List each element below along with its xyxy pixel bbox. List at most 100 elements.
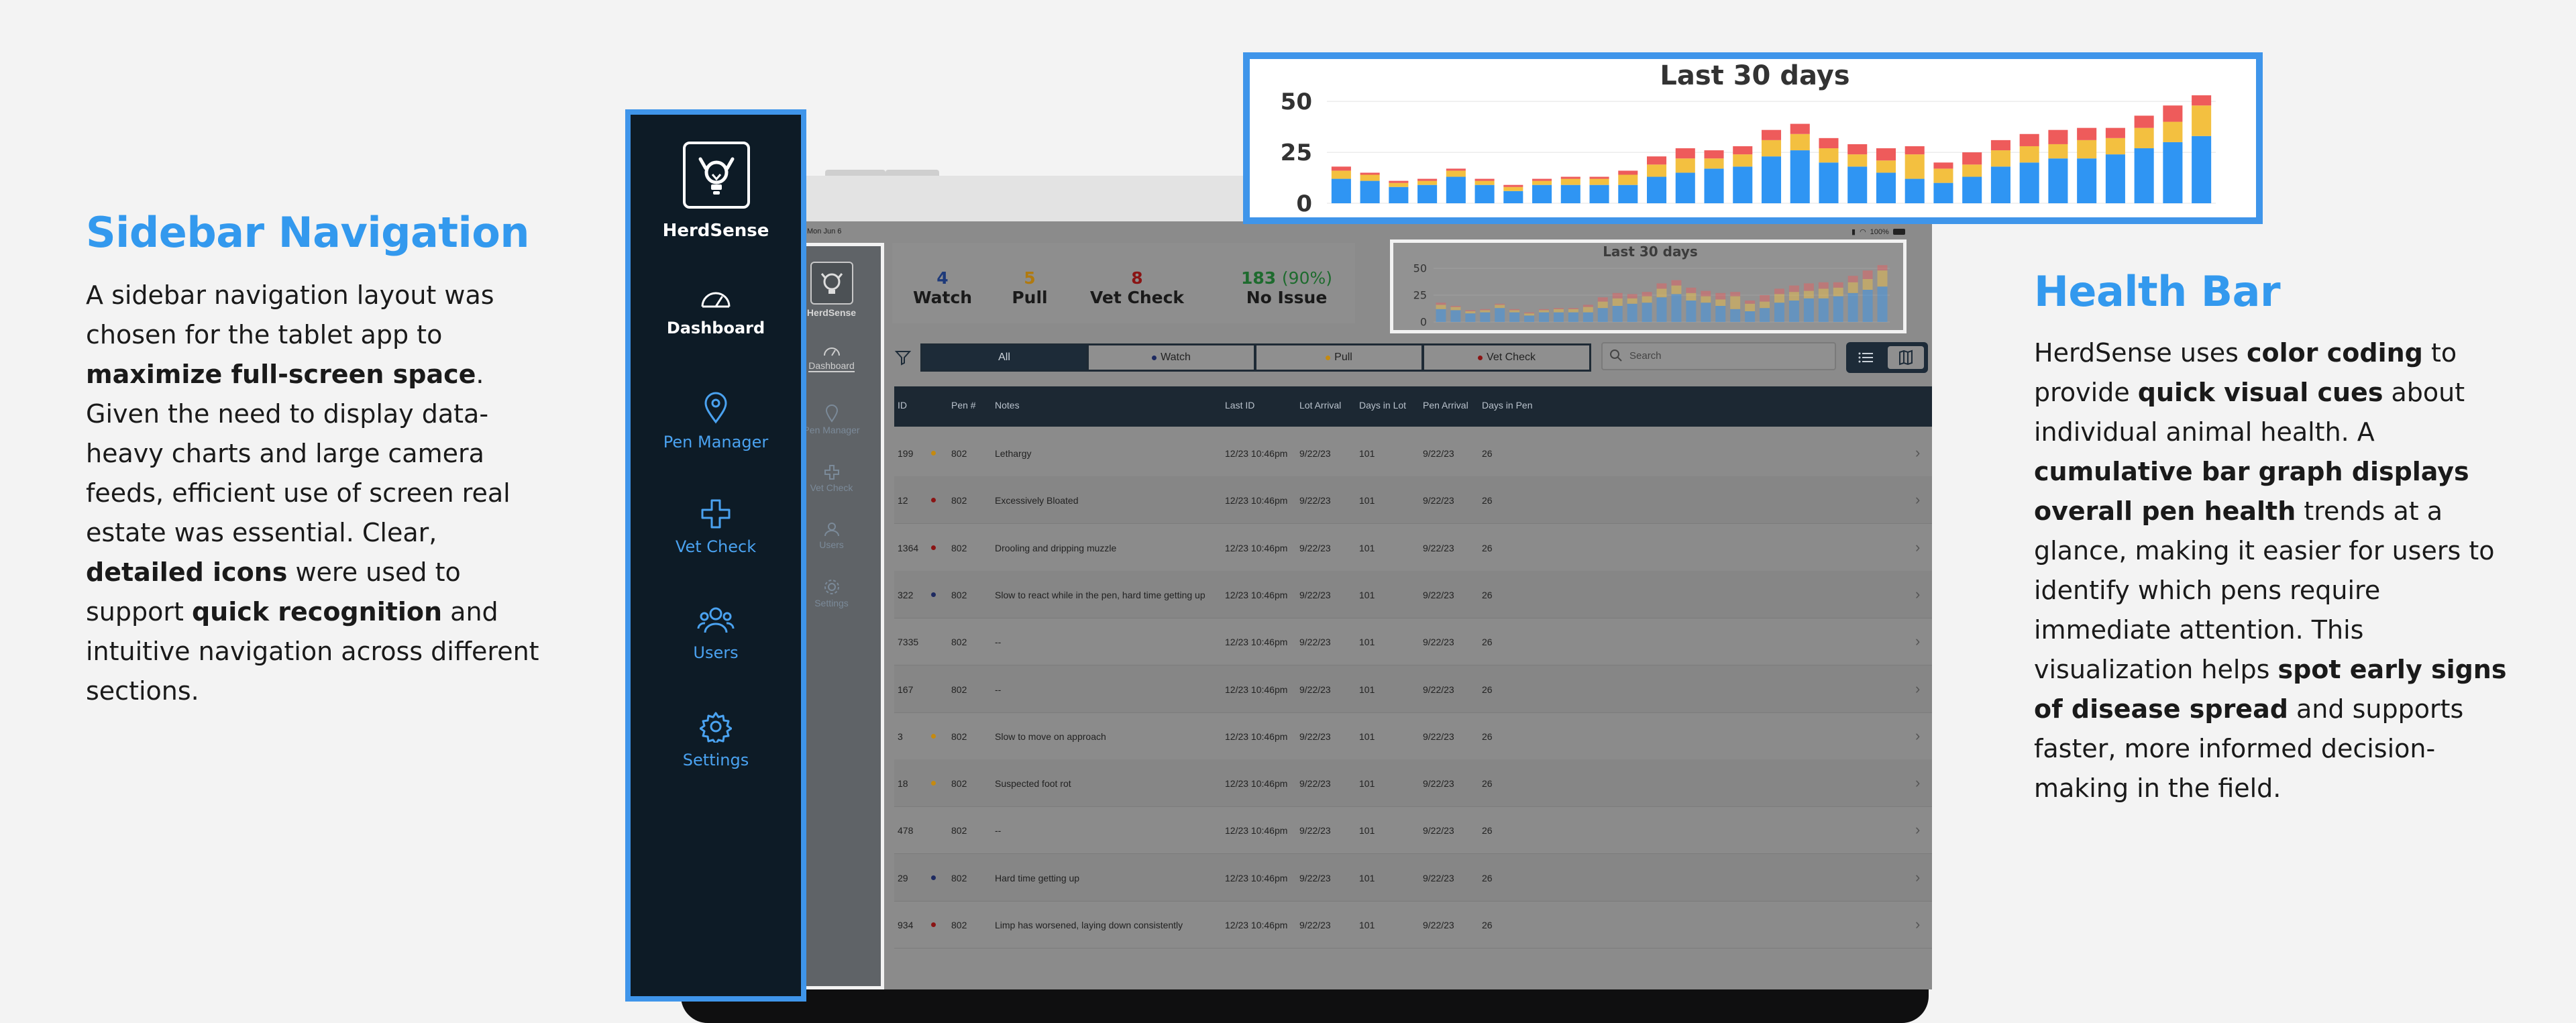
mini-nav-vet-check[interactable]: Vet Check <box>793 464 870 493</box>
column-header[interactable]: Days in Lot <box>1359 400 1407 411</box>
mini-nav-dashboard[interactable]: Dashboard <box>793 343 870 372</box>
table-row[interactable]: 167 802 -- 12/23 10:46pm 9/22/23 101 9/22/23 26… <box>894 665 1932 713</box>
table-row[interactable]: 7335 802 -- 12/23 10:46pm 9/22/23 101 9/22/23 2… <box>894 618 1932 666</box>
bar-segment <box>1524 315 1535 322</box>
bar-segment <box>1495 305 1505 309</box>
chevron-right-icon[interactable]: › <box>1915 726 1921 744</box>
battery-icon <box>1892 229 1905 235</box>
bar-segment <box>2163 121 2183 142</box>
sidebar-item-pen-manager[interactable]: Pen Manager <box>631 391 801 451</box>
sidebar-item-users[interactable]: Users <box>631 604 801 662</box>
tab-all[interactable]: All <box>920 343 1088 372</box>
bar-segment <box>1704 168 1724 203</box>
sidebar-item-dashboard[interactable]: Dashboard <box>631 286 801 337</box>
table-row[interactable]: 3 802 Slow to move on approach 12/23 10:46p… <box>894 712 1932 760</box>
users-icon <box>697 607 735 633</box>
table-row[interactable]: 322 802 Slow to react while in the pen, ha… <box>894 570 1932 618</box>
chevron-right-icon[interactable]: › <box>1915 538 1921 555</box>
sidebar-item-settings[interactable]: Settings <box>631 710 801 769</box>
filter-icon[interactable] <box>894 349 912 370</box>
tab-vet-check[interactable]: Vet Check <box>1422 343 1591 372</box>
table-row[interactable]: 29 802 Hard time getting up 12/23 10:46pm 9/… <box>894 853 1932 902</box>
chevron-right-icon[interactable]: › <box>1915 444 1921 461</box>
stat-no-issue[interactable]: 183 (90%) No Issue <box>1220 268 1354 307</box>
funnel-icon <box>894 351 912 366</box>
bar-segment <box>1733 146 1753 155</box>
search-input[interactable]: Search <box>1601 342 1836 370</box>
y-tick-label: 50 <box>1413 262 1427 275</box>
bar-segment <box>1436 309 1446 322</box>
column-header[interactable]: Last ID <box>1225 400 1255 411</box>
bar-segment <box>1818 288 1829 299</box>
bar-segment <box>1686 301 1697 322</box>
chevron-right-icon[interactable]: › <box>1915 585 1921 602</box>
bar-segment <box>1847 292 1858 322</box>
mini-nav-users[interactable]: Users <box>793 521 870 550</box>
table-cell-last-id: 12/23 10:46pm <box>1225 448 1288 459</box>
table-cell-days-lot: 101 <box>1359 495 1375 506</box>
map-view-button[interactable] <box>1888 346 1924 369</box>
chevron-right-icon[interactable]: › <box>1915 821 1921 839</box>
bar-segment <box>2192 105 2212 136</box>
list-view-button[interactable] <box>1850 346 1884 369</box>
column-header[interactable]: Days in Pen <box>1482 400 1533 411</box>
chevron-right-icon[interactable]: › <box>1915 491 1921 508</box>
stat-watch[interactable]: 4 Watch <box>906 268 979 307</box>
status-dot <box>931 781 936 786</box>
table-cell-days-lot: 101 <box>1359 731 1375 742</box>
bar-segment <box>1774 303 1784 322</box>
tab-watch[interactable]: Watch <box>1087 343 1256 372</box>
bar-segment <box>1990 140 2010 151</box>
sidebar-item-vet-check[interactable]: Vet Check <box>631 498 801 556</box>
column-header[interactable]: Lot Arrival <box>1299 400 1342 411</box>
column-header[interactable]: ID <box>898 400 907 411</box>
table-cell-notes: Lethargy <box>995 448 1032 459</box>
bar-segment <box>1503 184 1523 187</box>
table-row[interactable]: 934 802 Limp has worsened, laying down con… <box>894 901 1932 949</box>
sidebar-navigation-zoom: HerdSense Dashboard Pen Manager Vet Chec… <box>625 109 806 1002</box>
bar-segment <box>2192 95 2212 106</box>
bar-segment <box>1560 184 1580 203</box>
bar-segment <box>1847 276 1858 282</box>
emphasis-text: detailed icons <box>86 557 288 587</box>
bar-segment <box>1618 174 1638 185</box>
mini-logo[interactable] <box>810 262 853 305</box>
table-row[interactable]: 199 802 Lethargy 12/23 10:46pm 9/22/23 101 9/2… <box>894 429 1932 477</box>
column-header[interactable]: Pen # <box>951 400 976 411</box>
app-logo[interactable] <box>683 142 750 209</box>
bar-segment <box>1331 178 1351 203</box>
chevron-right-icon[interactable]: › <box>1915 916 1921 932</box>
bar-segment <box>1990 150 2010 167</box>
chevron-right-icon[interactable]: › <box>1915 774 1921 792</box>
table-cell-pen-arrival: 9/22/23 <box>1423 920 1454 930</box>
bar-segment <box>1539 309 1549 311</box>
health-bar-mini[interactable]: Last 30 days 0 25 50 <box>1390 239 1907 333</box>
y-tick-label: 25 <box>1413 289 1427 302</box>
status-dot <box>931 592 936 597</box>
chevron-right-icon[interactable]: › <box>1915 868 1921 885</box>
bar-segment <box>1568 308 1578 309</box>
bar-segment <box>1745 311 1756 322</box>
table-row[interactable]: 1364 802 Drooling and dripping muzzle 12/23… <box>894 524 1932 572</box>
mini-nav-pen-manager[interactable]: Pen Manager <box>793 404 870 435</box>
table-cell-pen-arrival: 9/22/23 <box>1423 825 1454 837</box>
table-row[interactable]: 478 802 -- 12/23 10:46pm 9/22/23 101 9/22/23 26… <box>894 806 1932 855</box>
bar-segment <box>2163 142 2183 203</box>
mini-nav-settings[interactable]: Settings <box>793 578 870 608</box>
bar-segment <box>2163 105 2183 122</box>
chevron-right-icon[interactable]: › <box>1915 680 1921 697</box>
table-row[interactable]: 18 802 Suspected foot rot 12/23 10:46pm 9/22… <box>894 759 1932 808</box>
stat-pull[interactable]: 5 Pull <box>1000 268 1060 307</box>
column-header[interactable]: Pen Arrival <box>1423 400 1468 411</box>
bar-segment <box>1360 180 1380 203</box>
tab-pull[interactable]: Pull <box>1254 343 1424 372</box>
chevron-right-icon[interactable]: › <box>1915 633 1921 650</box>
stat-vet-check[interactable]: 8 Vet Check <box>1080 268 1194 307</box>
emphasis-text: maximize full-screen space <box>86 360 476 389</box>
body-text: and intuitive navigation across differen… <box>86 597 539 706</box>
column-header[interactable]: Notes <box>995 400 1020 411</box>
bar-segment <box>1819 162 1839 203</box>
table-row[interactable]: 12 802 Excessively Bloated 12/23 10:46pm 9/2… <box>894 476 1932 525</box>
status-dot <box>1326 355 1331 360</box>
bar-segment <box>1862 270 1873 279</box>
